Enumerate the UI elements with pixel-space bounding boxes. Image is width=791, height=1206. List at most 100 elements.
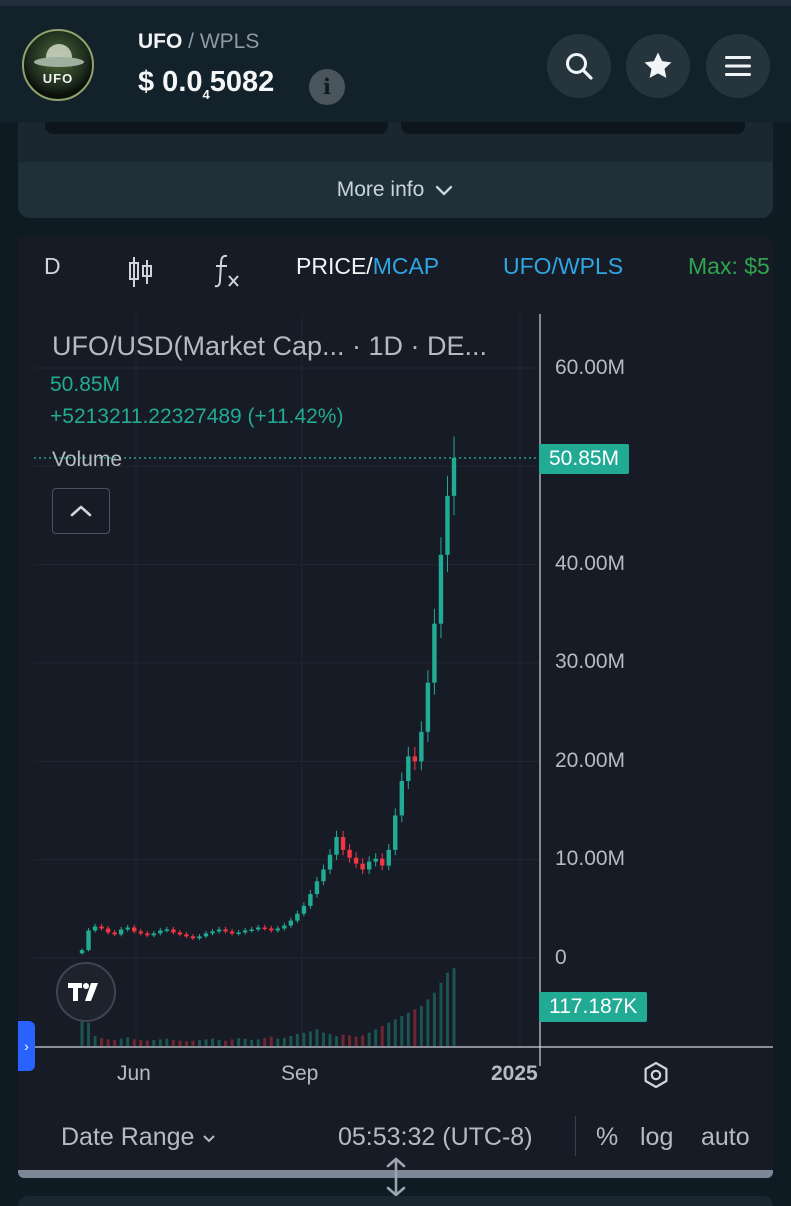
candle-body bbox=[105, 928, 111, 933]
candle-body bbox=[373, 858, 378, 862]
candle-body bbox=[353, 857, 359, 864]
candle-body bbox=[216, 929, 222, 932]
candle-body bbox=[288, 920, 294, 926]
pair-name: UFO / WPLS bbox=[138, 30, 259, 54]
chart-bottom-bar: Date Range 05:53:32 (UTC-8) % log auto bbox=[18, 1102, 773, 1176]
candle-body bbox=[171, 929, 176, 933]
menu-icon bbox=[725, 56, 751, 76]
base-symbol: UFO bbox=[138, 30, 183, 53]
y-tick-label: 30.00M bbox=[555, 650, 626, 673]
candle-body bbox=[425, 682, 431, 732]
indicators-icon[interactable] bbox=[212, 252, 242, 290]
volume-bar bbox=[106, 1039, 110, 1046]
quote-symbol: WPLS bbox=[199, 30, 260, 53]
candle-body bbox=[190, 936, 196, 939]
volume-bar bbox=[243, 1038, 247, 1046]
candlestick-icon[interactable] bbox=[126, 254, 154, 290]
candle-body bbox=[112, 932, 117, 935]
token-logo: UFO bbox=[22, 29, 94, 101]
volume-bar bbox=[93, 1036, 97, 1046]
tradingview-icon bbox=[68, 983, 98, 1001]
chart-settings-icon[interactable] bbox=[641, 1060, 671, 1090]
candle-body bbox=[366, 861, 372, 870]
menu-button[interactable] bbox=[706, 34, 770, 98]
candle-body bbox=[86, 930, 91, 951]
candle-body bbox=[393, 815, 398, 850]
candle-body bbox=[380, 858, 385, 866]
volume-bar bbox=[295, 1034, 299, 1046]
interval-button[interactable]: D bbox=[44, 253, 61, 279]
candle-body bbox=[282, 925, 287, 929]
volume-bar bbox=[445, 972, 449, 1046]
volume-bar bbox=[426, 999, 430, 1046]
resize-arrows-icon[interactable] bbox=[383, 1156, 409, 1198]
volume-bar bbox=[269, 1036, 273, 1046]
chart-canvas[interactable] bbox=[18, 236, 773, 1116]
log-toggle[interactable]: log bbox=[640, 1123, 674, 1151]
candle-body bbox=[158, 930, 163, 934]
candle-body bbox=[308, 894, 313, 906]
volume-bar bbox=[393, 1019, 397, 1046]
drawing-panel-toggle[interactable]: › bbox=[18, 1021, 35, 1071]
more-info-button[interactable]: More info bbox=[18, 162, 773, 218]
search-button[interactable] bbox=[547, 34, 611, 98]
percent-toggle[interactable]: % bbox=[596, 1123, 619, 1151]
candle-body bbox=[269, 928, 274, 931]
collapse-legend-button[interactable] bbox=[52, 488, 110, 534]
x-tick-label: Jun bbox=[117, 1062, 151, 1085]
volume-bar bbox=[145, 1040, 149, 1046]
max-supply-toggle[interactable]: Max: $5 bbox=[688, 253, 770, 279]
candle-body bbox=[242, 930, 248, 933]
watchlist-button[interactable] bbox=[626, 34, 690, 98]
volume-bar bbox=[400, 1016, 404, 1046]
volume-bar bbox=[419, 1006, 423, 1046]
candle-body bbox=[386, 849, 391, 866]
date-range-button[interactable]: Date Range bbox=[61, 1123, 217, 1152]
stat-box-right bbox=[401, 122, 745, 134]
volume-bar bbox=[321, 1032, 325, 1046]
candle-body bbox=[210, 931, 215, 934]
candle-body bbox=[347, 849, 352, 858]
auto-toggle[interactable]: auto bbox=[701, 1123, 750, 1151]
volume-bar bbox=[224, 1040, 228, 1046]
candle-body bbox=[177, 932, 183, 935]
volume-bar bbox=[237, 1038, 241, 1046]
candle-body bbox=[223, 929, 228, 932]
volume-bar bbox=[328, 1034, 332, 1046]
candle-body bbox=[432, 623, 437, 683]
y-tick-label: 60.00M bbox=[555, 356, 626, 379]
candle-body bbox=[360, 863, 365, 870]
candle-body bbox=[262, 927, 267, 930]
y-tick-label: 0 bbox=[555, 946, 567, 969]
y-tick-label: 10.00M bbox=[555, 847, 626, 870]
y-tick-label: 20.00M bbox=[555, 749, 626, 772]
volume-bar bbox=[387, 1022, 391, 1046]
more-info-label: More info bbox=[336, 178, 425, 201]
volume-bar bbox=[439, 982, 443, 1046]
volume-bar bbox=[348, 1035, 352, 1046]
info-icon[interactable]: i bbox=[309, 69, 345, 105]
tradingview-logo[interactable] bbox=[56, 962, 116, 1022]
volume-bar bbox=[132, 1039, 136, 1046]
volume-legend-label: Volume bbox=[52, 448, 123, 471]
x-tick-label: Sep bbox=[281, 1062, 319, 1085]
volume-bar bbox=[406, 1012, 410, 1046]
volume-bar bbox=[230, 1039, 234, 1046]
candle-body bbox=[236, 932, 241, 934]
clock-timezone[interactable]: 05:53:32 (UTC-8) bbox=[338, 1123, 533, 1151]
volume-bar bbox=[367, 1032, 371, 1046]
volume-bar bbox=[211, 1038, 215, 1046]
logo-text: UFO bbox=[42, 71, 74, 86]
pair-toggle[interactable]: UFO/WPLS bbox=[503, 253, 624, 279]
token-info-card: More info bbox=[18, 122, 773, 218]
candle-body bbox=[203, 933, 209, 937]
volume-bar bbox=[139, 1040, 143, 1046]
candle-body bbox=[229, 931, 235, 934]
candle-body bbox=[295, 913, 300, 921]
volume-bar bbox=[204, 1039, 208, 1046]
chart-panel: D PRICE/MCAP UFO/WPLS Max: $5 UFO/USD(Ma… bbox=[18, 236, 773, 1176]
price-mcap-toggle[interactable]: PRICE/MCAP bbox=[296, 253, 439, 280]
volume-bar bbox=[197, 1040, 201, 1046]
volume-bar bbox=[152, 1040, 156, 1046]
candle-body bbox=[197, 936, 202, 939]
